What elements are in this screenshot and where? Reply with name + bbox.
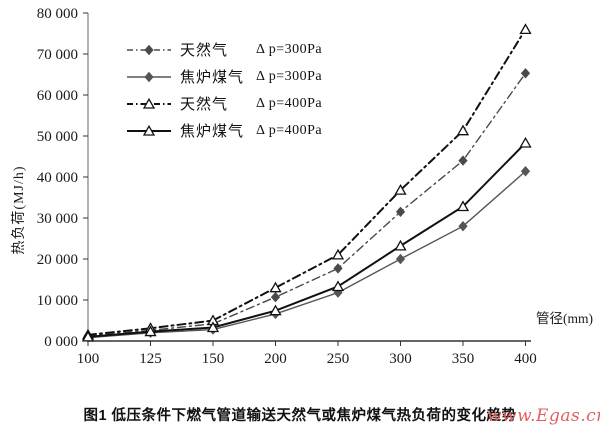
series-coke-oven-gas-400pa-marker-triangle-icon	[81, 330, 95, 342]
legend-marker-triangle-icon	[142, 124, 156, 136]
series-coke-oven-gas-400pa-marker-triangle-icon	[269, 304, 282, 316]
legend-item-coke-oven-gas-300pa: 焦炉煤气 Δ p=300Pa	[126, 63, 322, 90]
y-tick-label: 50 000	[37, 129, 78, 145]
legend-dp-label: Δ p=300Pa	[256, 41, 323, 57]
legend-item-natural-gas-400pa: 天然气 Δ p=400Pa	[126, 90, 322, 117]
series-natural-gas-400pa-marker-triangle-icon	[519, 23, 532, 35]
watermark-text: www.Egas.cn	[487, 406, 600, 426]
legend-marker-diamond-icon	[144, 44, 154, 55]
x-tick-label: 400	[514, 351, 537, 367]
series-natural-gas-400pa-marker-triangle-icon	[331, 248, 345, 260]
series-line-natural-gas-400pa	[87, 28, 527, 336]
series-coke-oven-gas-400pa-marker-triangle-icon	[394, 239, 407, 251]
series-natural-gas-400pa-marker-triangle-icon	[394, 184, 407, 195]
x-tick-label: 150	[202, 351, 225, 367]
series-coke-oven-gas-300pa-marker-diamond-icon	[395, 253, 406, 265]
legend-gas-label: 焦炉煤气	[180, 69, 245, 86]
series-line-natural-gas-300pa	[87, 72, 527, 337]
y-tick-label: 10 000	[37, 293, 78, 309]
y-tick-label: 40 000	[37, 170, 78, 186]
series-coke-oven-gas-400pa-marker-triangle-icon	[144, 325, 157, 337]
x-tick-label: 300	[389, 351, 412, 367]
legend-gas-label: 天然气	[180, 42, 229, 59]
y-axis-title: 热负荷(MJ/h)	[12, 165, 27, 255]
series-natural-gas-300pa-marker-diamond-icon	[395, 206, 406, 218]
series-line-coke-oven-gas-400pa	[87, 141, 527, 338]
y-tick-label: 60 000	[37, 88, 78, 104]
y-tick-label: 30 000	[37, 211, 78, 227]
series-coke-oven-gas-400pa-marker-triangle-icon	[206, 321, 220, 333]
y-tick-label: 80 000	[37, 6, 78, 22]
legend-dp-label: Δ p=400Pa	[256, 122, 323, 138]
legend-dp-label: Δ p=300Pa	[256, 68, 323, 84]
series-coke-oven-gas-400pa-marker-triangle-icon	[519, 136, 532, 148]
series-natural-gas-300pa-marker-diamond-icon	[270, 291, 281, 303]
series-coke-oven-gas-400pa-marker-triangle-icon	[456, 200, 470, 212]
series-natural-gas-300pa-marker-diamond-icon	[520, 68, 531, 79]
legend-line-sample-natural-gas-300pa	[127, 44, 171, 55]
legend-marker-diamond-icon	[144, 71, 154, 82]
chart-legend: 天然气 Δ p=300Pa 焦炉煤气 Δ p=300Pa 天然气 Δ p=400Pa 焦炉煤…	[126, 36, 322, 144]
figure-caption: 图1 低压条件下燃气管道输送天然气或焦炉煤气热负荷的变化趋势	[83, 408, 517, 424]
legend-gas-label: 焦炉煤气	[180, 123, 245, 140]
legend-line-sample-natural-gas-400pa	[127, 97, 171, 109]
x-tick-label: 200	[264, 351, 287, 367]
legend-dp-label: Δ p=400Pa	[256, 95, 323, 111]
legend-line-sample-coke-oven-gas-400pa	[127, 124, 171, 136]
series-coke-oven-gas-300pa-marker-diamond-icon	[458, 221, 468, 232]
legend-gas-label: 天然气	[180, 96, 229, 113]
y-tick-label: 70 000	[37, 47, 78, 63]
series-coke-oven-gas-400pa-marker-triangle-icon	[331, 280, 345, 292]
legend-item-natural-gas-300pa: 天然气 Δ p=300Pa	[126, 36, 322, 63]
series-natural-gas-400pa-marker-triangle-icon	[269, 281, 282, 293]
series-line-coke-oven-gas-300pa	[87, 170, 527, 339]
y-tick-label: 20 000	[37, 252, 78, 268]
chart-canvas: 0 000 10 000 20 000 30 000 40 000 50 000 60 00…	[37, 6, 537, 367]
legend-marker-triangle-icon	[142, 97, 156, 109]
x-tick-label: 250	[327, 351, 350, 367]
legend-item-coke-oven-gas-400pa: 焦炉煤气 Δ p=400Pa	[126, 117, 322, 144]
x-tick-label: 350	[452, 351, 475, 367]
legend-line-sample-coke-oven-gas-300pa	[127, 71, 171, 82]
x-tick-label: 125	[139, 351, 162, 367]
x-tick-label: 100	[77, 351, 100, 367]
series-coke-oven-gas-300pa-marker-diamond-icon	[520, 166, 531, 177]
x-axis-title: 管径(mm)	[536, 311, 593, 326]
series-natural-gas-400pa-marker-triangle-icon	[456, 124, 470, 136]
series-natural-gas-300pa-marker-diamond-icon	[458, 155, 468, 166]
series-natural-gas-300pa-marker-diamond-icon	[333, 263, 343, 274]
y-tick-label: 0 000	[44, 334, 78, 350]
